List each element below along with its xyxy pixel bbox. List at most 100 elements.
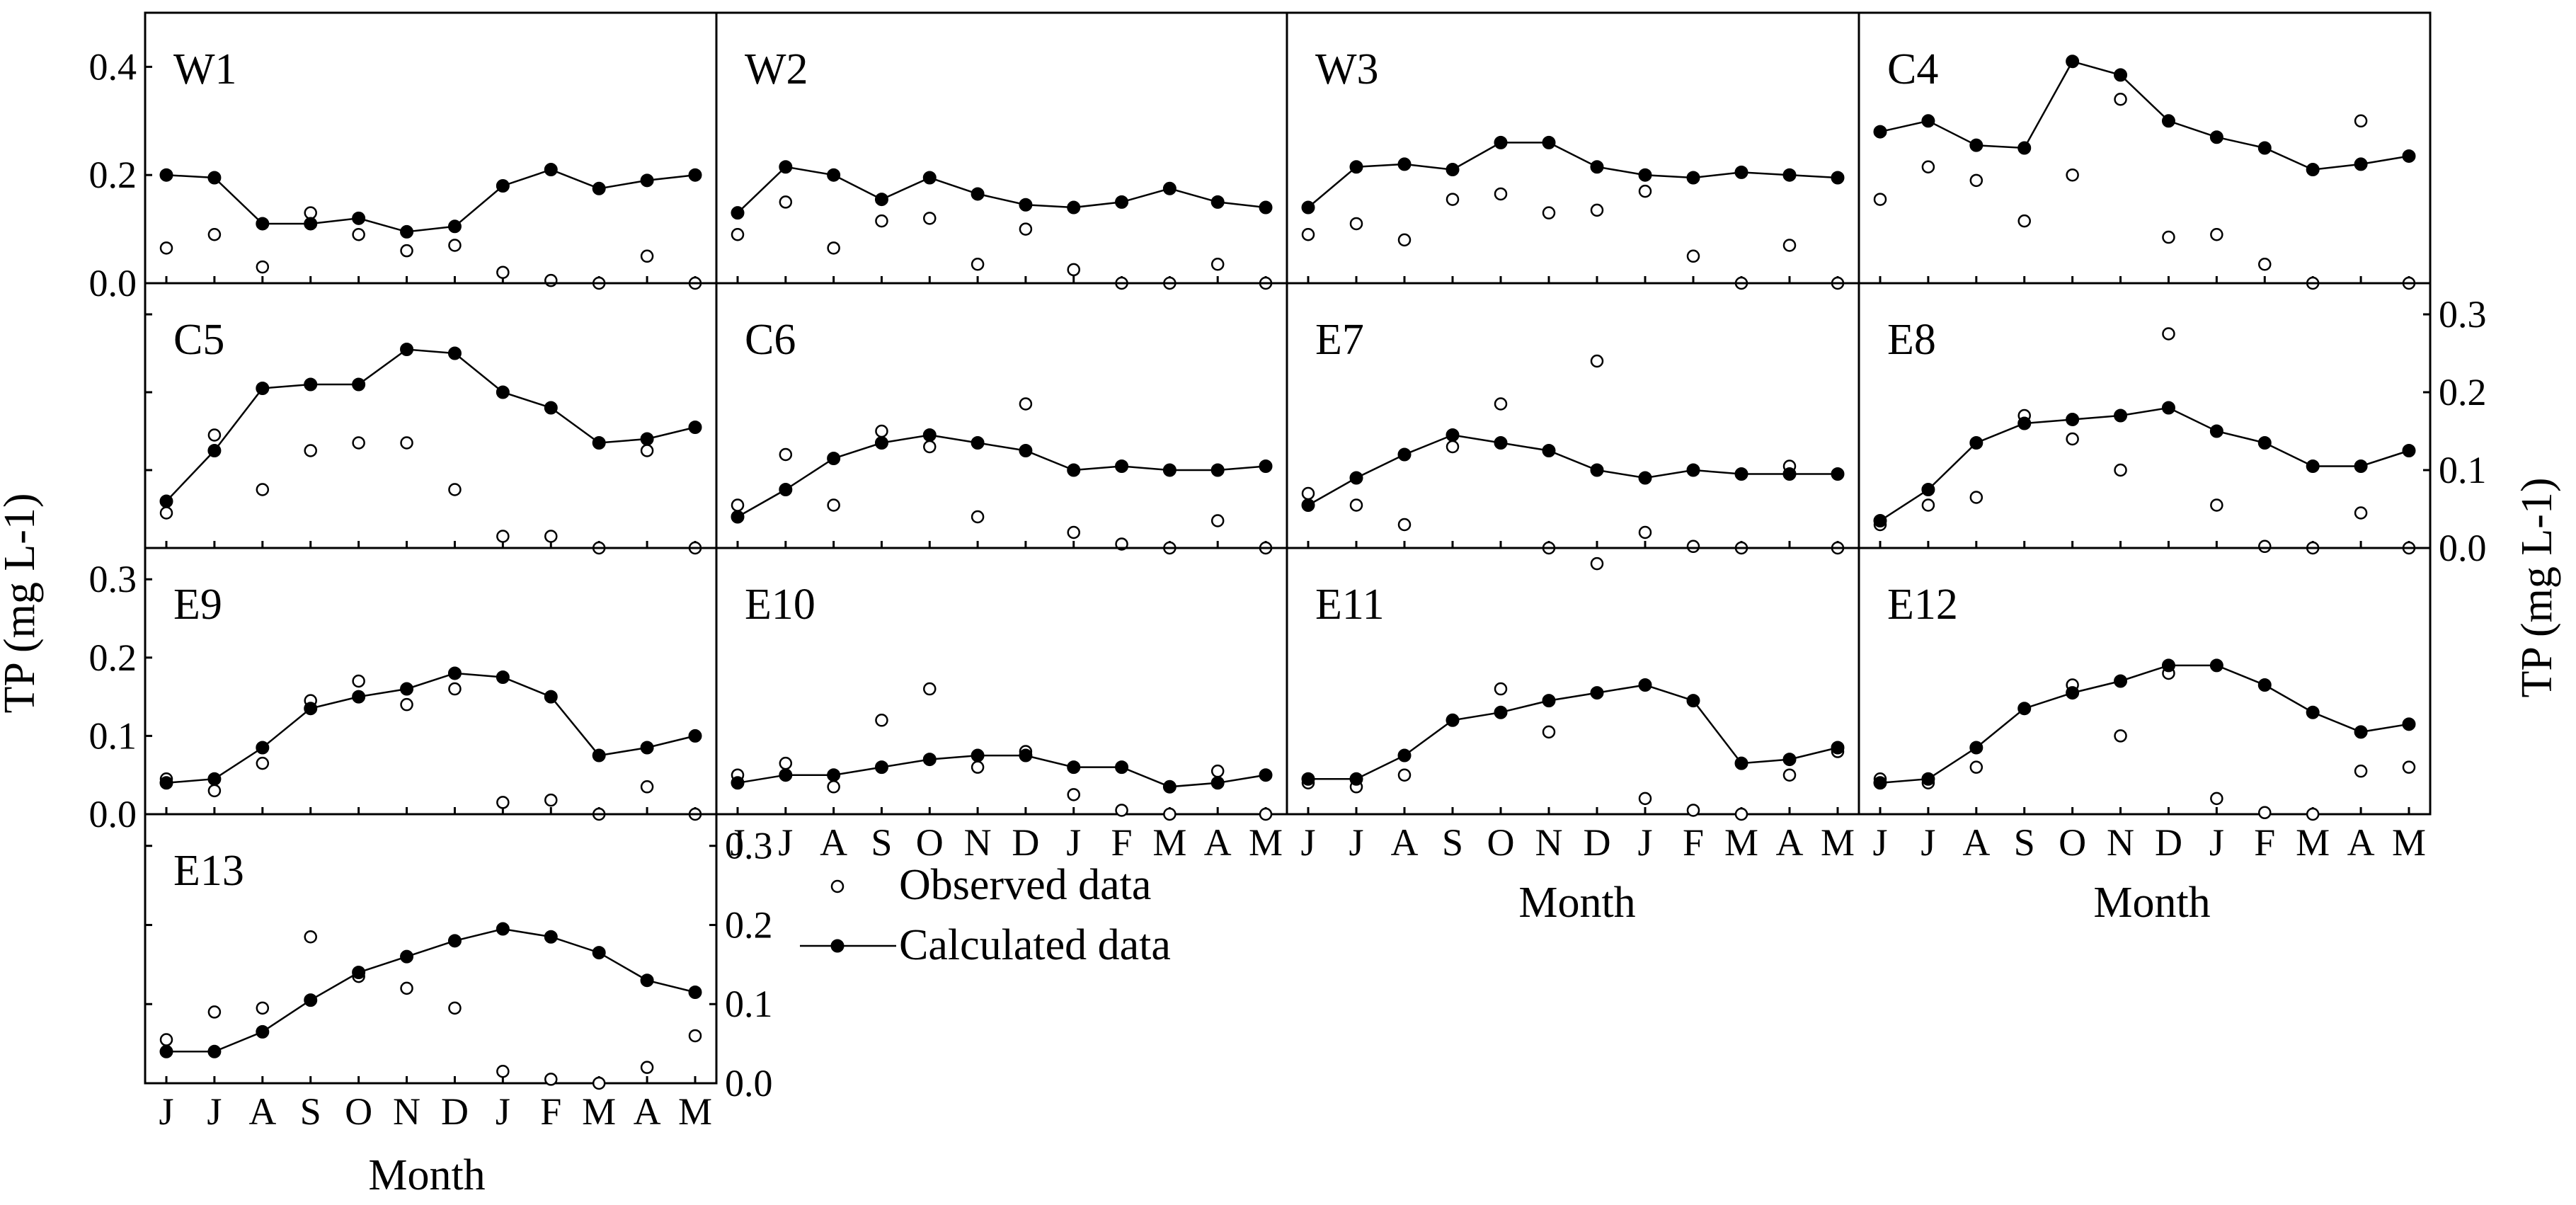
calculated-point-w3-5 [1542, 135, 1556, 149]
observed-point-w1-5 [400, 244, 413, 258]
observed-point-c5-0 [159, 506, 173, 520]
calculated-point-e10-7 [1067, 760, 1081, 775]
calculated-point-e10-11 [1259, 768, 1273, 782]
observed-point-e9-6 [448, 682, 462, 696]
observed-point-e13-0 [159, 1033, 173, 1046]
calculated-point-w3-11 [1831, 171, 1845, 185]
observed-point-c5-2 [256, 483, 270, 496]
x-tick-label-e10-10: A [1204, 821, 1232, 864]
observed-point-e11-4 [1494, 682, 1508, 696]
panel-label-w2: W2 [745, 45, 808, 93]
calculated-point-w3-2 [1397, 157, 1412, 171]
calculated-point-w1-8 [544, 163, 558, 177]
calculated-point-e12-0 [1873, 776, 1887, 790]
y-tick-label-right-e13-0: 0.0 [725, 1062, 773, 1104]
x-tick-label-e12-11: M [2392, 821, 2426, 864]
legend-observed-marker [830, 879, 845, 893]
x-tick-label-e13-10: A [634, 1090, 661, 1133]
calculated-point-e7-9 [1734, 467, 1748, 481]
calculated-line-c6 [737, 434, 1266, 518]
observed-point-w3-1 [1349, 217, 1363, 231]
panel-label-e7: E7 [1315, 316, 1364, 364]
panel-label-e9: E9 [173, 581, 222, 629]
observed-point-c5-5 [400, 436, 413, 450]
observed-point-c5-3 [304, 444, 317, 457]
observed-point-e9-5 [400, 697, 413, 712]
calculated-point-c4-10 [2354, 157, 2368, 171]
panel-w2: W2 [715, 11, 1288, 290]
calculated-point-e10-2 [827, 768, 841, 782]
calculated-point-c5-10 [640, 432, 654, 446]
calculated-point-w1-3 [304, 217, 318, 231]
x-tick-label-e12-8: F [2254, 821, 2275, 864]
calculated-point-c5-7 [496, 385, 510, 399]
x-tick-label-e13-4: O [345, 1090, 372, 1133]
y-tick-label-e9-3: 0.3 [89, 558, 137, 600]
observed-point-e7-1 [1349, 498, 1363, 512]
calculated-line-e11 [1308, 684, 1838, 780]
legend-calculated-label: Calculated data [899, 921, 1171, 969]
calculated-point-w1-10 [640, 173, 654, 188]
calculated-point-e9-9 [592, 748, 606, 763]
calculated-point-w1-1 [207, 171, 222, 185]
observed-point-e13-9 [592, 1076, 606, 1090]
calculated-point-e13-9 [592, 946, 606, 960]
observed-point-w3-8 [1686, 249, 1700, 263]
calculated-point-c5-8 [544, 401, 558, 415]
y-tick-label-right-e8-0: 0.0 [2439, 527, 2487, 569]
observed-point-w2-7 [1067, 263, 1080, 277]
x-tick-label-e12-9: M [2296, 821, 2330, 864]
observed-point-e12-7 [2210, 792, 2223, 806]
calculated-point-e8-0 [1873, 514, 1887, 527]
calculated-point-w2-11 [1259, 200, 1273, 215]
calculated-point-c4-0 [1873, 125, 1887, 139]
observed-point-c4-0 [1873, 193, 1887, 206]
calculated-point-e8-10 [2354, 459, 2368, 473]
observed-point-e12-5 [2114, 729, 2127, 743]
observed-point-c6-1 [779, 447, 793, 462]
panel-label-e10: E10 [745, 581, 815, 629]
y-tick-label-right-e13-3: 0.3 [725, 825, 773, 867]
calculated-point-w2-6 [1019, 198, 1033, 212]
x-tick-label-e11-0: J [1300, 821, 1315, 864]
calculated-point-c6-3 [874, 436, 888, 450]
observed-point-e9-2 [256, 756, 270, 770]
panel-label-w1: W1 [173, 45, 237, 93]
observed-point-c5-8 [544, 530, 558, 543]
calculated-point-e11-11 [1831, 741, 1845, 755]
observed-point-c5-1 [207, 428, 222, 442]
calculated-point-e8-3 [2017, 416, 2032, 430]
observed-point-e9-4 [352, 674, 365, 688]
observed-point-e9-7 [496, 796, 510, 809]
y-tick-label-right-e8-1: 0.1 [2439, 449, 2487, 491]
calculated-point-w2-9 [1162, 181, 1177, 195]
calculated-point-e8-9 [2306, 459, 2320, 473]
calculated-point-e9-7 [496, 670, 510, 684]
x-tick-label-e13-8: F [540, 1090, 561, 1133]
observed-point-e11-5 [1542, 725, 1556, 739]
calculated-point-e13-7 [496, 922, 510, 936]
y-axis-title-left: TP (mg L-1) [0, 493, 44, 713]
observed-point-w1-3 [304, 206, 317, 219]
calculated-point-e7-11 [1831, 467, 1845, 481]
x-tick-label-e13-0: J [159, 1090, 173, 1133]
observed-point-w3-10 [1782, 239, 1797, 252]
observed-point-e12-10 [2354, 764, 2368, 778]
calculated-point-e13-2 [256, 1024, 270, 1039]
observed-point-c5-6 [448, 483, 462, 496]
panel-e9: E9 0.0 0.1 0.2 0.3 [89, 547, 718, 835]
calculated-point-e8-11 [2402, 444, 2416, 457]
observed-point-w2-6 [1019, 222, 1033, 236]
calculated-point-w2-4 [922, 171, 937, 185]
observed-point-w3-2 [1397, 233, 1412, 247]
calculated-point-e10-1 [779, 768, 793, 782]
calculated-point-e11-0 [1301, 772, 1315, 786]
calculated-point-w2-10 [1210, 195, 1225, 209]
observed-point-e10-8 [1115, 804, 1128, 817]
observed-point-e11-2 [1397, 768, 1412, 782]
x-tick-label-e10-7: J [1066, 821, 1081, 864]
observed-point-c5-10 [640, 444, 654, 457]
observed-point-e10-7 [1067, 788, 1080, 801]
